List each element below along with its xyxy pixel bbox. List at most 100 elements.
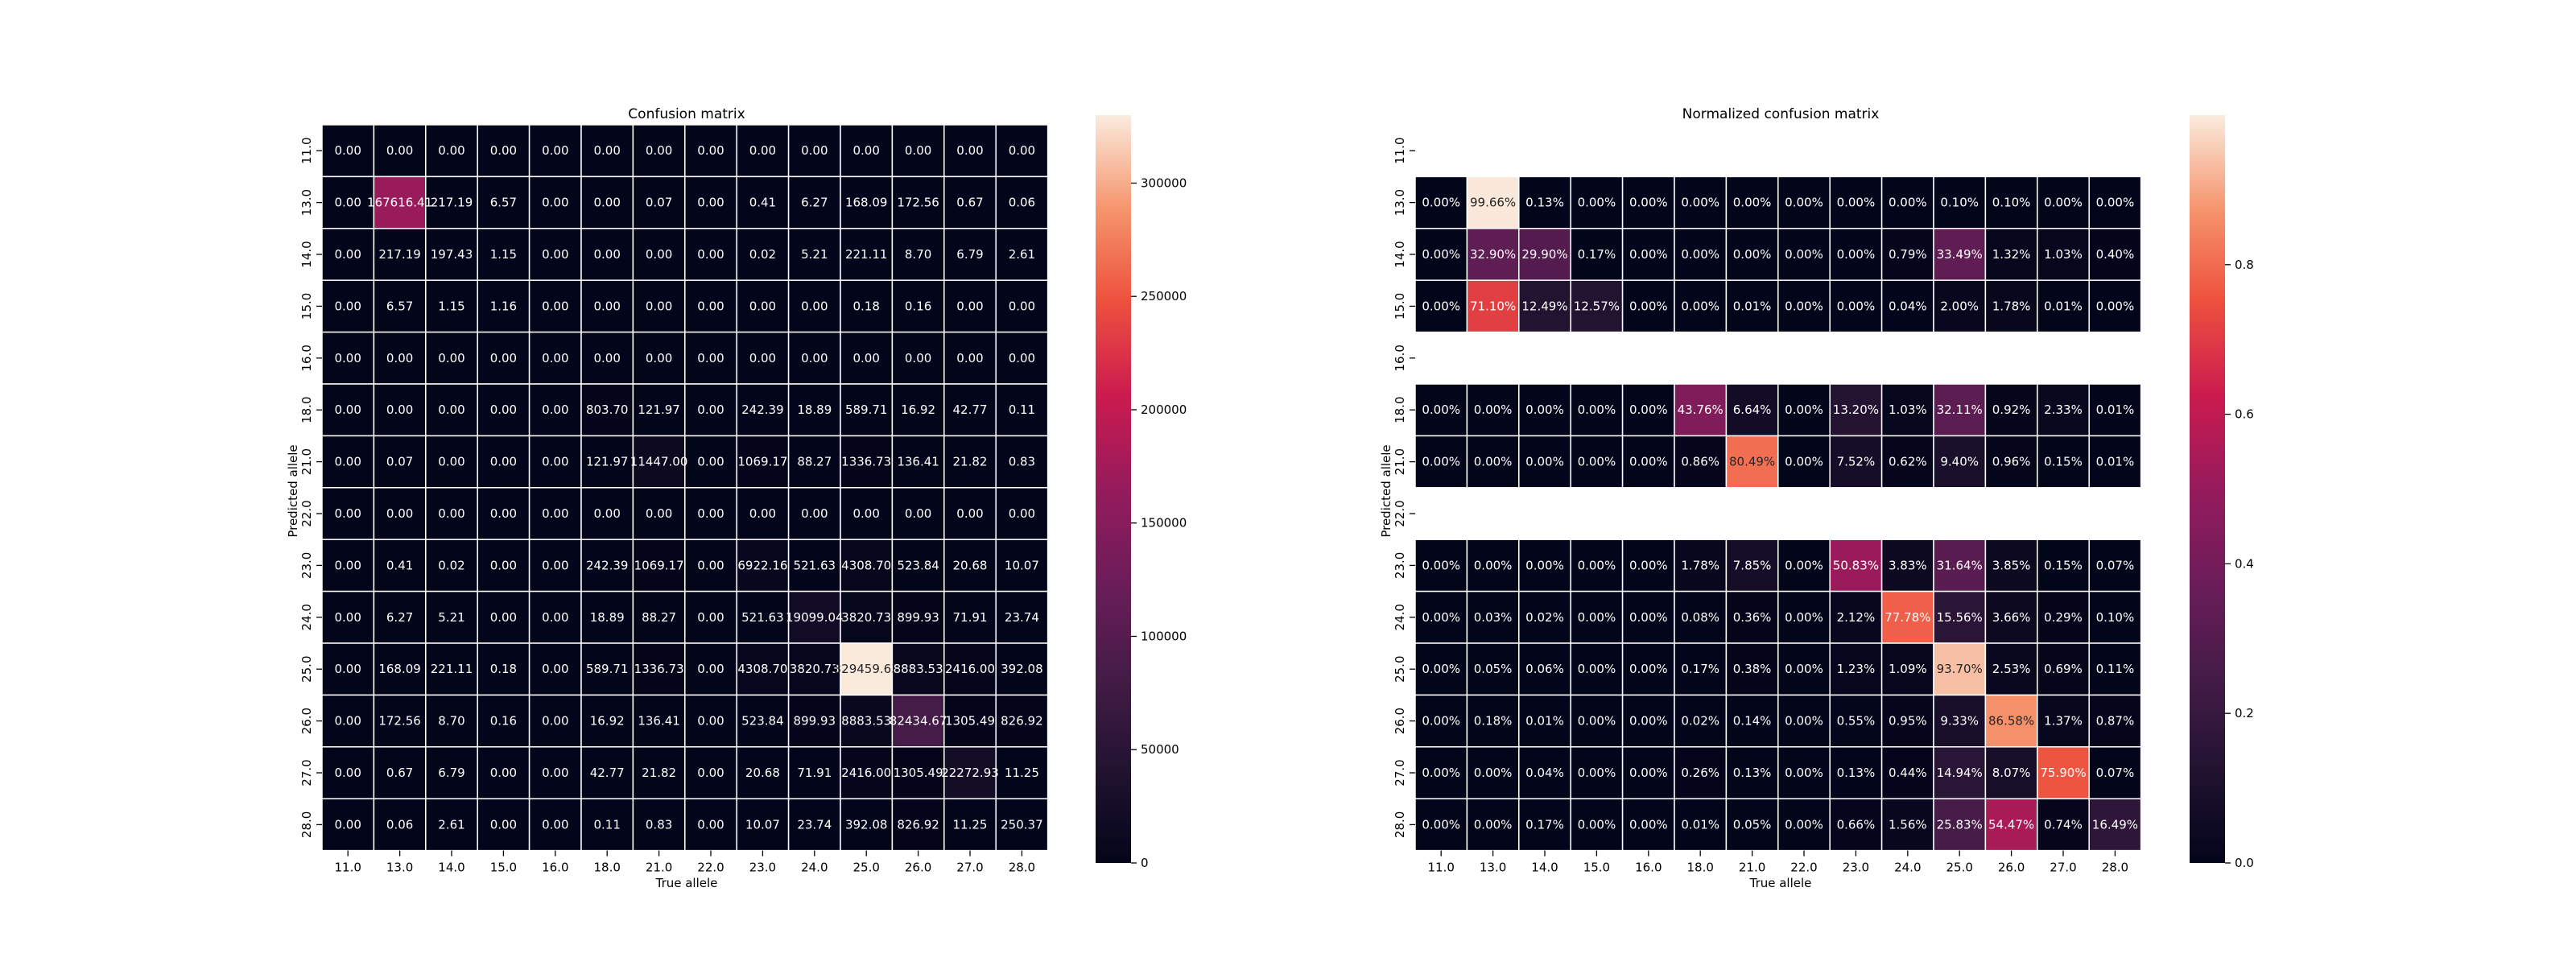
heatmap-cell — [1570, 694, 1624, 748]
cell-value-label: 0.00 — [697, 766, 724, 780]
heatmap-cell — [943, 383, 997, 437]
cell-value-label: 5.21 — [438, 610, 464, 625]
x-tick-label: 27.0 — [2050, 861, 2076, 875]
cell-value-label: 0.00 — [905, 143, 931, 158]
cell-value-label: 32.90% — [1470, 247, 1516, 262]
x-tick-label: 26.0 — [905, 861, 931, 875]
heatmap-cell — [995, 331, 1049, 385]
heatmap-cell — [840, 539, 894, 592]
cell-value-label: 0.74% — [2044, 817, 2083, 832]
cell-value-label: 0.00% — [1681, 299, 1719, 313]
heatmap-cell — [2037, 798, 2090, 852]
heatmap-cell — [891, 590, 945, 644]
cell-value-label: 0.00% — [1629, 714, 1668, 729]
heatmap-cell — [528, 383, 582, 437]
heatmap-cell — [787, 331, 841, 385]
cell-value-label: 0.00% — [1785, 662, 1823, 676]
heatmap-cell — [1466, 590, 1520, 644]
cell-labels: 0.00 0.00 0.00 0.00 0.00 0.00 0.00 0.00 0.00 0.00… — [334, 143, 1042, 832]
cell-value-label: 21.82 — [953, 455, 988, 469]
cell-value-label: 23.74 — [797, 817, 832, 832]
heatmap-cell — [2088, 435, 2142, 489]
cell-value-label: 0.00 — [334, 299, 361, 313]
heatmap-cell — [1725, 279, 1779, 333]
cell-value-label: 0.00% — [1578, 558, 1616, 572]
cell-value-label: 8883.53 — [841, 714, 891, 729]
heatmap-cell — [1570, 279, 1624, 333]
cell-value-label: 3820.73 — [790, 662, 840, 676]
heatmap-cell — [321, 435, 375, 489]
cell-value-label: 1305.49 — [945, 714, 995, 729]
heatmap-cell — [321, 694, 375, 748]
cell-value-label: 0.00% — [1525, 402, 1564, 417]
heatmap-cell — [1984, 590, 2038, 644]
colorbar-tick-label: 0.4 — [2235, 556, 2254, 571]
heatmap-cell — [1674, 798, 1728, 852]
heatmap-cell — [1518, 694, 1571, 748]
cell-value-label: 0.00% — [1629, 610, 1668, 625]
heatmap-cell — [632, 487, 686, 540]
heatmap-cell — [477, 539, 530, 592]
cell-value-label: 25.83% — [1937, 817, 1983, 832]
cell-value-label: 0.87% — [2096, 714, 2135, 729]
y-tick-label: 18.0 — [299, 396, 314, 423]
y-tick-label: 14.0 — [299, 241, 314, 267]
cell-value-label: 0.66% — [1837, 817, 1876, 832]
cell-value-label: 0.00 — [697, 817, 724, 832]
cell-value-label: 0.00 — [697, 299, 724, 313]
cell-value-label: 0.00% — [1422, 558, 1460, 572]
cell-value-label: 0.00 — [490, 766, 517, 780]
cell-value-label: 3.83% — [1889, 558, 1927, 572]
confusion-matrix-chart: Confusion matrix 0.00 0.00 0.00 0.00 0.00 0.0… — [286, 106, 1187, 890]
cell-value-label: 0.95% — [1889, 714, 1927, 729]
x-tick-label: 21.0 — [1739, 861, 1765, 875]
cell-value-label: 88.27 — [797, 455, 832, 469]
cell-value-label: 0.00 — [697, 143, 724, 158]
heatmap-cell — [736, 539, 790, 592]
heatmap-cell — [943, 798, 997, 852]
heatmap-cell — [736, 642, 790, 696]
heatmap-cell — [1933, 694, 1987, 748]
cell-value-label: 0.00 — [697, 714, 724, 729]
cell-value-label: 0.00 — [438, 143, 464, 158]
heatmap-cell — [1725, 539, 1779, 592]
heatmap-cell — [528, 279, 582, 333]
heatmap-cell — [1880, 279, 1934, 333]
heatmap-cell — [840, 798, 894, 852]
x-tick-label: 21.0 — [646, 861, 672, 875]
y-tick-labels: 11.0 13.0 14.0 15.0 16.0 18.0 21.0 22.0 23.0 24.0… — [1393, 137, 1415, 838]
heatmap-cell — [684, 383, 737, 437]
cell-value-label: 392.08 — [1001, 662, 1043, 676]
cell-value-label: 899.93 — [897, 610, 939, 625]
cell-value-label: 0.00% — [1785, 455, 1823, 469]
x-tick-label: 28.0 — [1009, 861, 1035, 875]
heatmap-cell — [1621, 279, 1675, 333]
heatmap-cell — [891, 124, 945, 178]
heatmap-cell — [891, 798, 945, 852]
heatmap-cell — [1674, 642, 1728, 696]
cell-value-label: 3.85% — [1992, 558, 2031, 572]
cell-value-label: 80.49% — [1729, 455, 1775, 469]
cell-value-label: 0.00 — [1009, 351, 1035, 365]
heatmap-cell — [995, 383, 1049, 437]
cell-value-label: 589.71 — [586, 662, 629, 676]
cell-value-label: 0.00% — [1578, 402, 1616, 417]
cell-value-label: 0.00 — [542, 455, 568, 469]
x-tick-label: 18.0 — [593, 861, 620, 875]
cell-value-label: 0.00% — [1578, 817, 1616, 832]
cell-value-label: 1.56% — [1889, 817, 1927, 832]
cell-value-label: 0.00 — [542, 558, 568, 572]
chart-title: Normalized confusion matrix — [1682, 106, 1880, 122]
cell-value-label: 0.00 — [542, 610, 568, 625]
heatmap-cell — [891, 228, 945, 281]
heatmap-cell — [1777, 694, 1831, 748]
heatmap-cell — [787, 642, 841, 696]
cell-value-label: 0.00% — [1525, 558, 1564, 572]
cell-value-label: 1305.49 — [894, 766, 943, 780]
cell-value-label: 826.92 — [1001, 714, 1043, 729]
cell-value-label: 0.13% — [1837, 766, 1876, 780]
cell-value-label: 6.79 — [956, 247, 983, 262]
cell-value-label: 20.68 — [745, 766, 780, 780]
heatmap-cell — [684, 124, 737, 178]
cell-value-label: 2.61 — [438, 817, 464, 832]
